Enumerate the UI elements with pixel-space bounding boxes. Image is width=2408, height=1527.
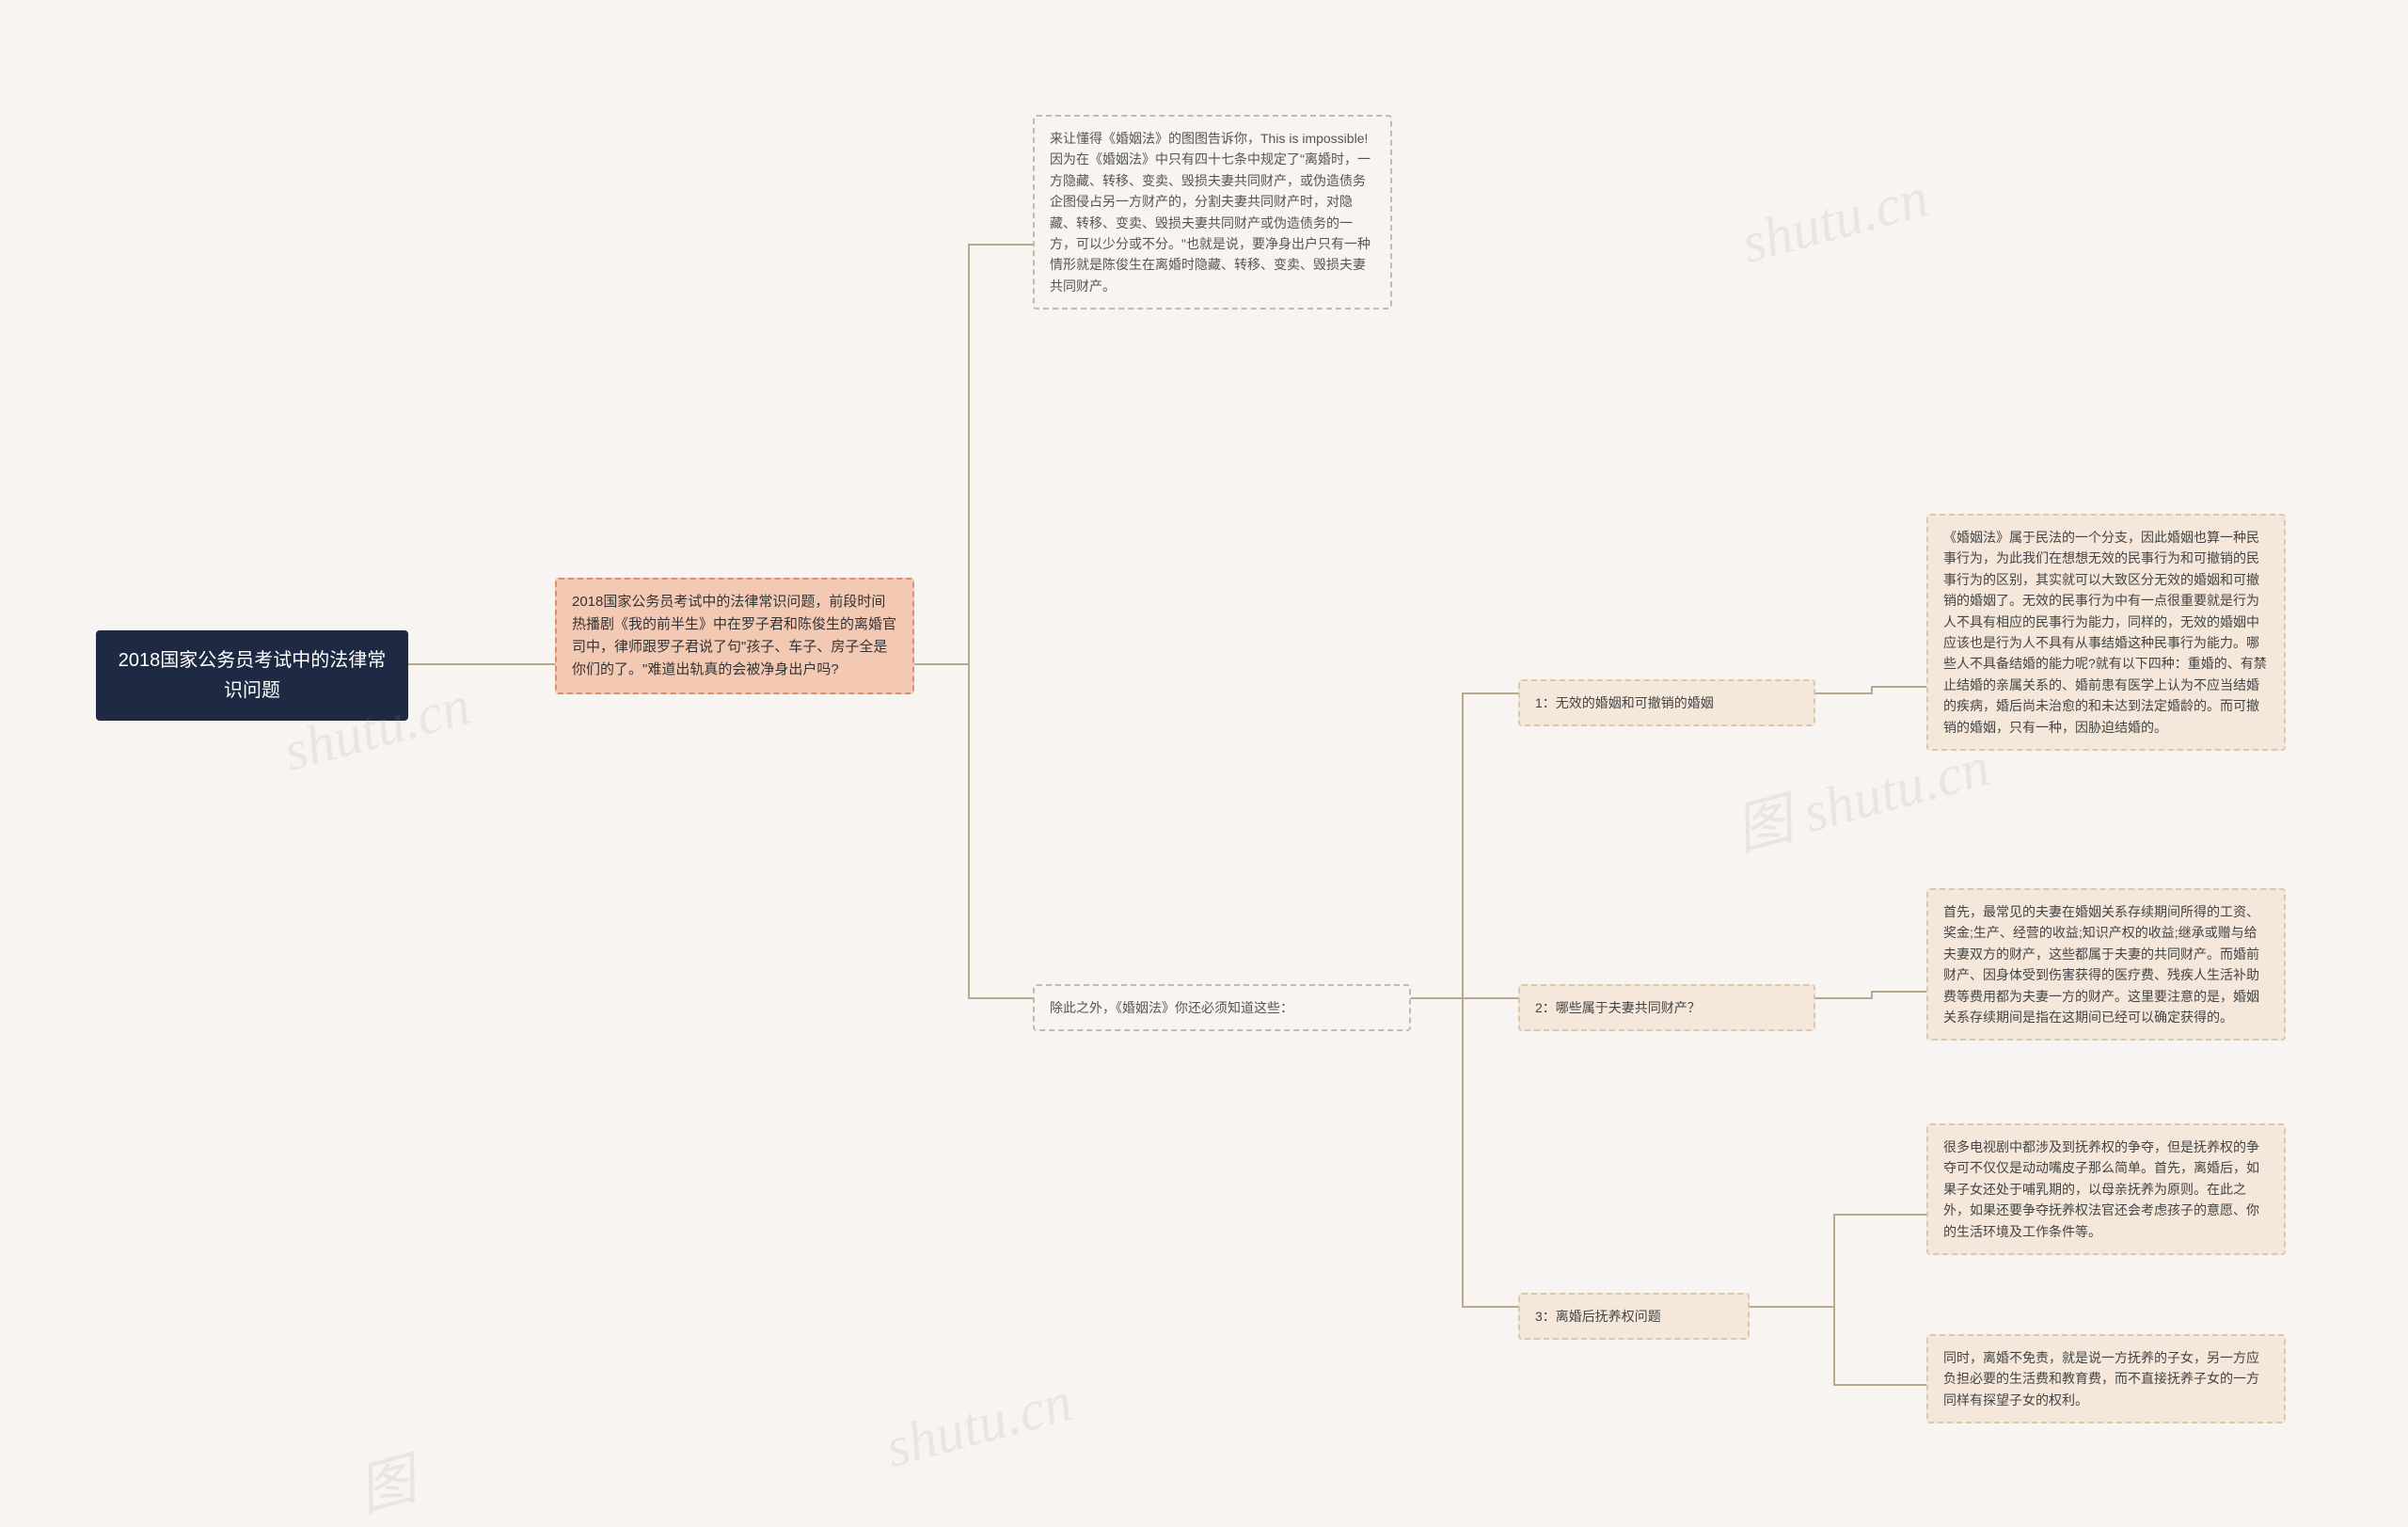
watermark: 图 (348, 1434, 423, 1527)
level3-node-b: 2：哪些属于夫妻共同财产？ (1518, 984, 1815, 1031)
level4-node-c2: 同时，离婚不免责，就是说一方抚养的子女，另一方应负担必要的生活费和教育费，而不直… (1926, 1334, 2286, 1424)
root-title: 2018国家公务员考试中的法律常识问题 (119, 650, 387, 701)
watermark: shutu.cn (1735, 165, 1936, 277)
level4c1-text: 很多电视剧中都涉及到抚养权的争夺，但是抚养权的争夺可不仅仅是动动嘴皮子那么简单。… (1943, 1139, 2259, 1239)
level3-node-c: 3：离婚后抚养权问题 (1518, 1293, 1750, 1340)
level4-node-a: 《婚姻法》属于民法的一个分支，因此婚姻也算一种民事行为，为此我们在想想无效的民事… (1926, 514, 2286, 751)
level2a-text: 来让懂得《婚姻法》的图图告诉你，This is impossible!因为在《婚… (1050, 131, 1370, 294)
level4b-text: 首先，最常见的夫妻在婚姻关系存续期间所得的工资、奖金;生产、经营的收益;知识产权… (1943, 904, 2259, 1025)
level1-text: 2018国家公务员考试中的法律常识问题，前段时间热播剧《我的前半生》中在罗子君和… (572, 594, 896, 677)
level2-node-b: 除此之外，《婚姻法》你还必须知道这些： (1033, 984, 1411, 1031)
level4-node-b: 首先，最常见的夫妻在婚姻关系存续期间所得的工资、奖金;生产、经营的收益;知识产权… (1926, 888, 2286, 1041)
level1-node: 2018国家公务员考试中的法律常识问题，前段时间热播剧《我的前半生》中在罗子君和… (555, 578, 914, 694)
level3b-text: 2：哪些属于夫妻共同财产？ (1535, 1000, 1701, 1015)
watermark: shutu.cn (879, 1369, 1080, 1481)
level3a-text: 1：无效的婚姻和可撤销的婚姻 (1535, 695, 1714, 710)
level3-node-a: 1：无效的婚姻和可撤销的婚姻 (1518, 679, 1815, 726)
level4c2-text: 同时，离婚不免责，就是说一方抚养的子女，另一方应负担必要的生活费和教育费，而不直… (1943, 1350, 2259, 1408)
root-node: 2018国家公务员考试中的法律常识问题 (96, 630, 408, 721)
level4-node-c1: 很多电视剧中都涉及到抚养权的争夺，但是抚养权的争夺可不仅仅是动动嘴皮子那么简单。… (1926, 1123, 2286, 1255)
level3c-text: 3：离婚后抚养权问题 (1535, 1309, 1661, 1324)
level4a-text: 《婚姻法》属于民法的一个分支，因此婚姻也算一种民事行为，为此我们在想想无效的民事… (1943, 530, 2267, 735)
level2b-text: 除此之外，《婚姻法》你还必须知道这些： (1050, 1000, 1293, 1015)
level2-node-a: 来让懂得《婚姻法》的图图告诉你，This is impossible!因为在《婚… (1033, 115, 1392, 310)
